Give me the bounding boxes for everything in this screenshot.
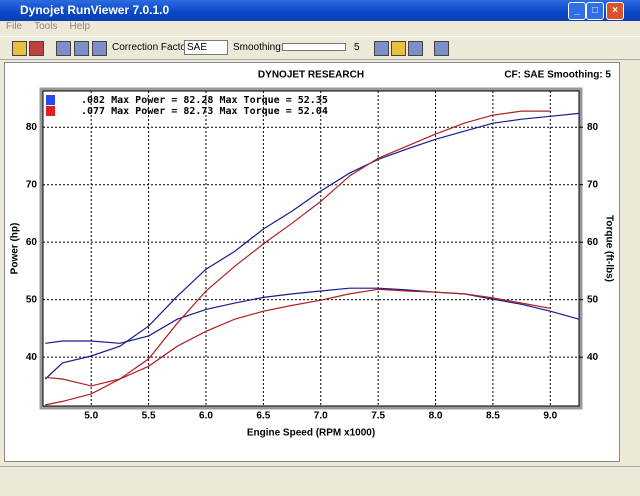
x-tick-label: 8.0 [429, 411, 443, 422]
menu-item[interactable]: File [6, 21, 23, 32]
title-bar: Dynojet RunViewer 7.0.1.0 _ □ × [0, 0, 640, 21]
y2-axis-label: Torque (ft-lbs) [603, 215, 614, 282]
x-tick-label: 8.5 [486, 411, 500, 422]
graph-icon[interactable] [74, 41, 89, 56]
window-title: Dynojet RunViewer 7.0.1.0 [20, 3, 170, 17]
correction-label: Correction Factor: [112, 42, 193, 53]
y2-tick-label: 40 [587, 352, 599, 363]
plot-area [42, 90, 580, 407]
legend-swatch [46, 106, 55, 116]
y2-tick-label: 50 [587, 294, 599, 305]
smoothing-slider[interactable] [282, 43, 346, 51]
view-icon[interactable] [408, 41, 423, 56]
y-tick-label: 40 [26, 352, 38, 363]
x-tick-label: 7.0 [314, 411, 328, 422]
y-axis-label: Power (hp) [10, 223, 21, 275]
chart-title: DYNOJET RESEARCH [258, 70, 364, 81]
chart-panel: DYNOJET RESEARCH CF: SAE Smoothing: 5 5.0 5… [4, 62, 620, 462]
close-button[interactable]: × [606, 2, 624, 20]
y-tick-label: 60 [26, 237, 38, 248]
smoothing-label: Smoothing: [233, 42, 284, 53]
chart-subtitle: CF: SAE Smoothing: 5 [504, 70, 611, 81]
x-tick-label: 5.0 [84, 411, 98, 422]
open-icon[interactable] [12, 41, 27, 56]
view-icon[interactable] [391, 41, 406, 56]
plot-frame [39, 87, 583, 410]
maximize-button[interactable]: □ [586, 2, 604, 20]
minimize-button[interactable]: _ [568, 2, 586, 20]
x-axis-label: Engine Speed (RPM x1000) [247, 428, 375, 439]
x-tick-label: 6.5 [256, 411, 270, 422]
status-bar [0, 466, 640, 496]
zoom-icon[interactable] [434, 41, 449, 56]
chart: DYNOJET RESEARCH CF: SAE Smoothing: 5 5.0 5… [10, 70, 615, 439]
y-tick-label: 80 [26, 122, 38, 133]
power-line [44, 112, 580, 380]
view-icon[interactable] [374, 41, 389, 56]
correction-select[interactable]: SAE [184, 40, 228, 55]
legend-swatch [46, 95, 55, 105]
x-tick-label: 7.5 [371, 411, 385, 422]
torque-line [45, 287, 580, 344]
legend-entry: .082 Max Power = 82.28 Max Torque = 52.3… [81, 95, 328, 106]
x-tick-label: 5.5 [142, 411, 156, 422]
torque-line [45, 288, 551, 387]
y-tick-label: 70 [26, 179, 38, 190]
x-tick-label: 6.0 [199, 411, 213, 422]
legend-entry: .077 Max Power = 82.73 Max Torque = 52.0… [81, 106, 328, 117]
close-run-icon[interactable] [29, 41, 44, 56]
graph-icon[interactable] [92, 41, 107, 56]
menu-item[interactable]: Help [69, 21, 91, 32]
smoothing-value: 5 [354, 42, 360, 53]
y2-tick-label: 80 [587, 122, 599, 133]
graph-icon[interactable] [56, 41, 71, 56]
y-tick-label: 50 [26, 294, 38, 305]
toolbar: Correction Factor: SAE Smoothing: 5 [0, 36, 640, 60]
y2-tick-label: 60 [587, 237, 599, 248]
y2-tick-label: 70 [587, 179, 599, 190]
x-tick-label: 9.0 [543, 411, 557, 422]
menu-item[interactable]: Tools [34, 21, 58, 32]
menu-bar: File Tools Help [0, 21, 640, 35]
